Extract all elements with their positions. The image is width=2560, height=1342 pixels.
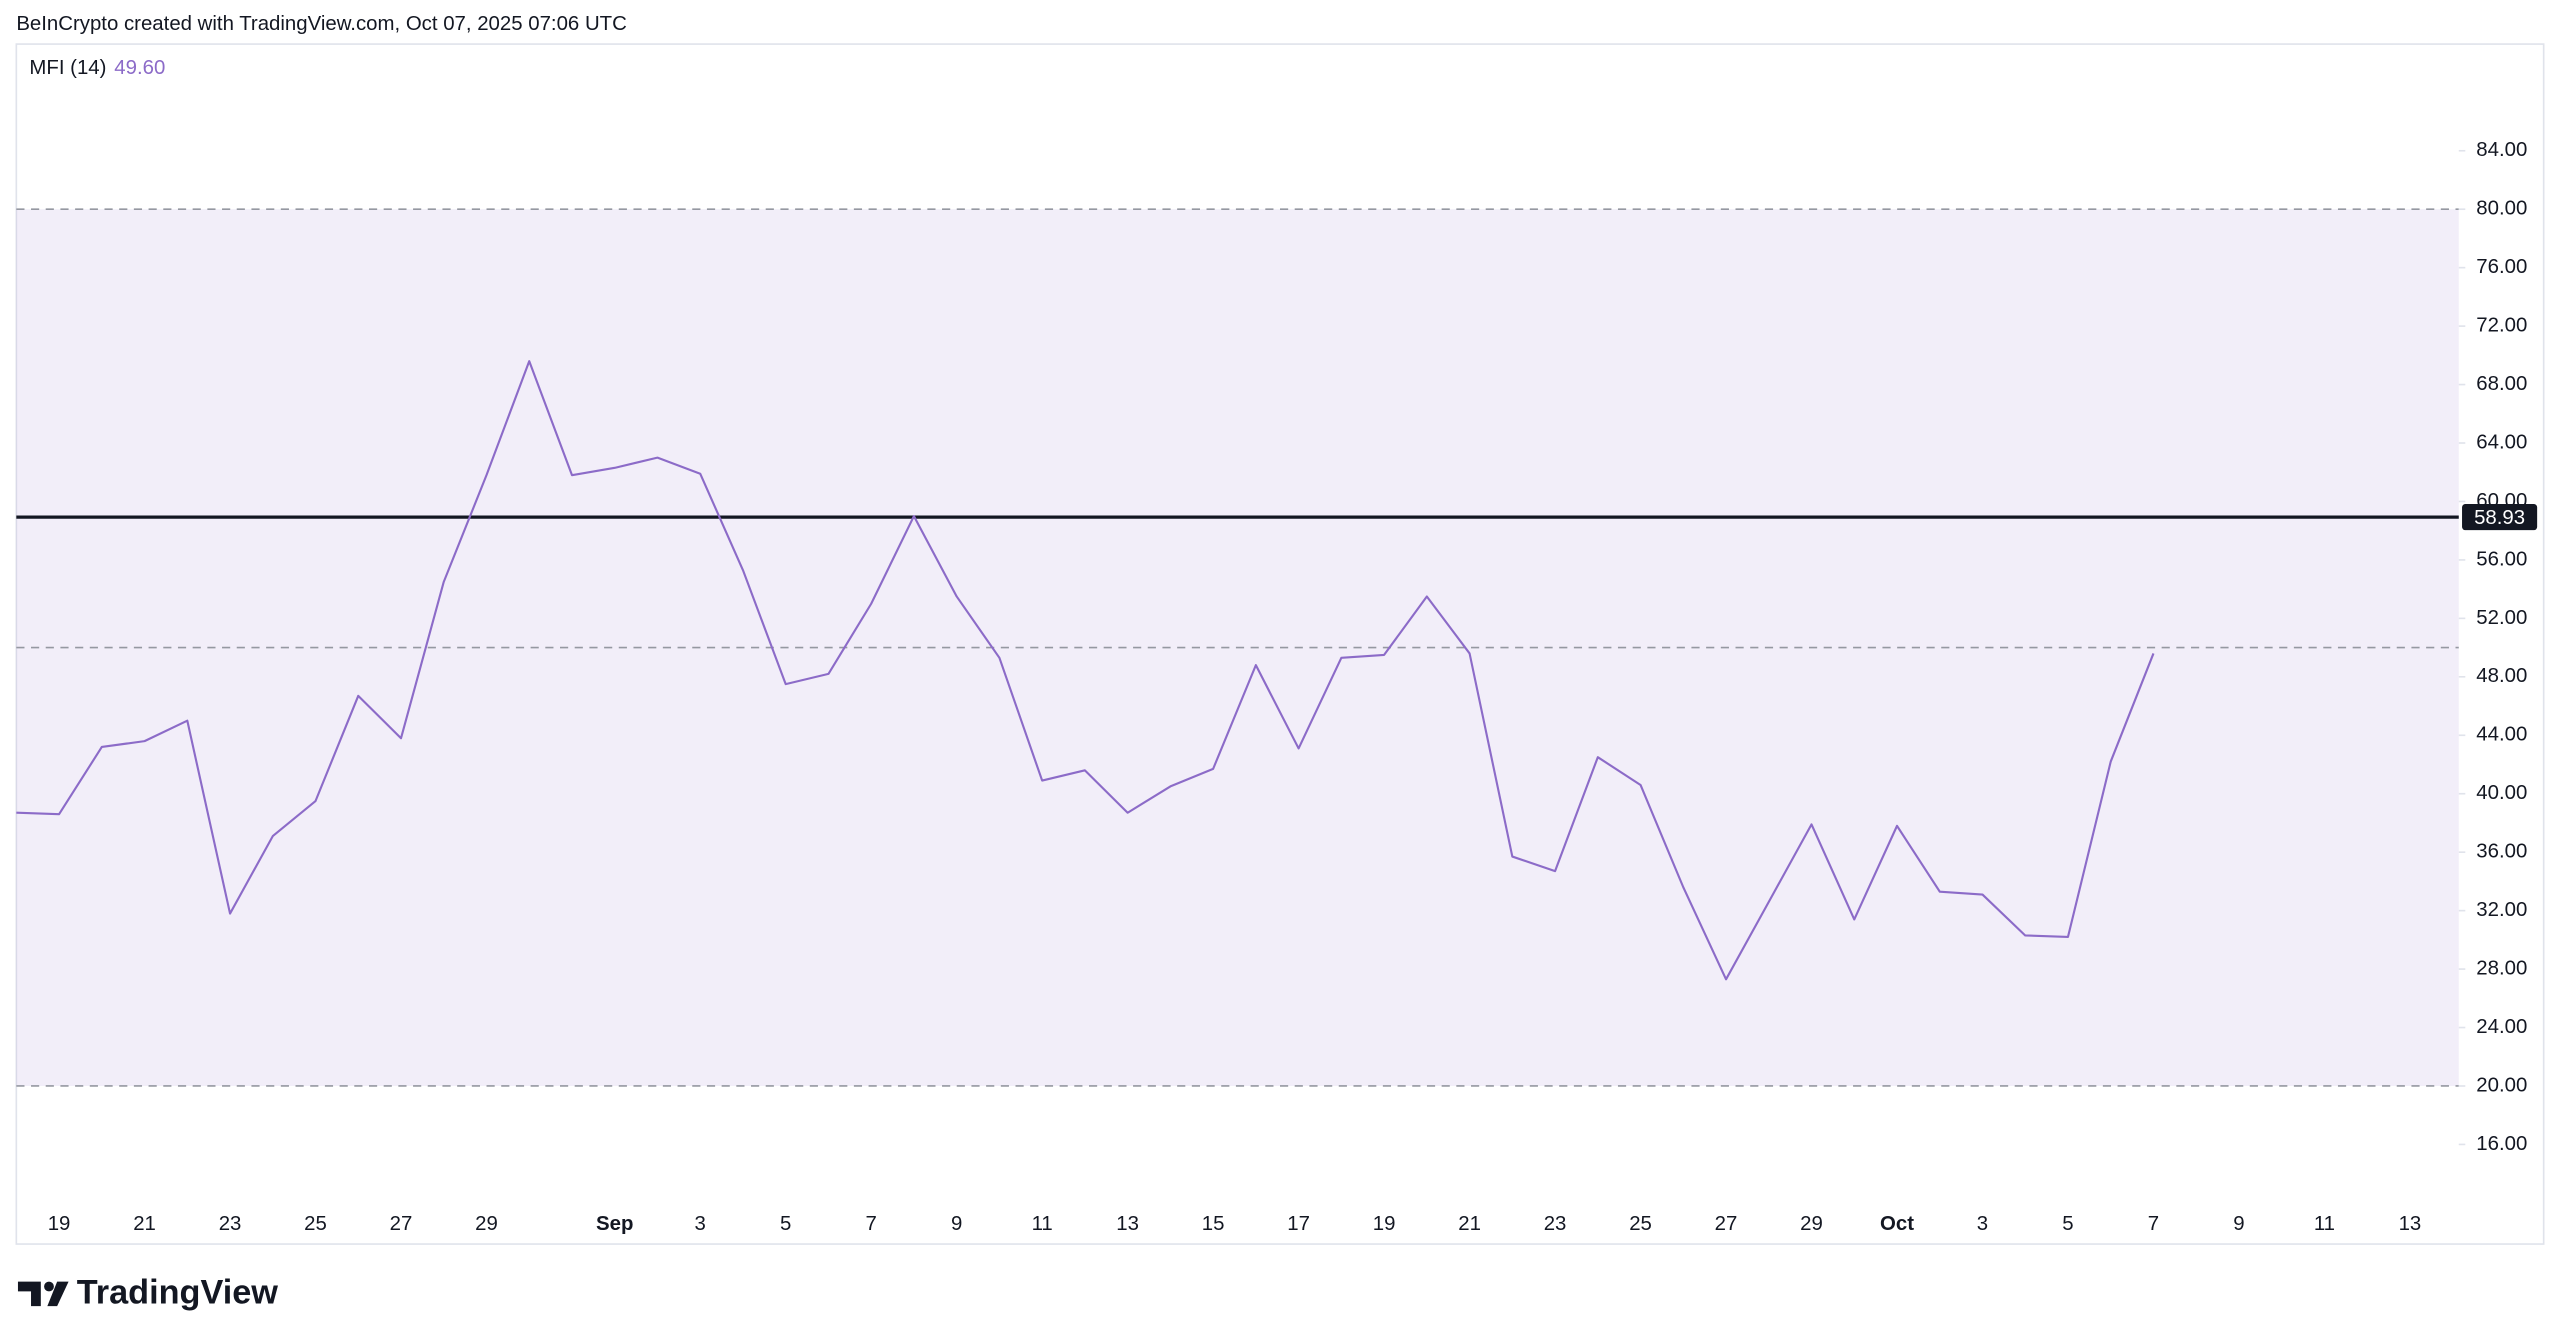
y-tick-label: 76.00 — [2476, 256, 2527, 278]
x-tick-label: 11 — [2314, 1213, 2335, 1235]
x-tick-label: Oct — [1880, 1213, 1914, 1235]
y-tick-label: 20.00 — [2476, 1074, 2527, 1096]
y-tick-label: 36.00 — [2476, 841, 2527, 863]
y-tick-label: 84.00 — [2476, 139, 2527, 161]
x-tick-label: 19 — [48, 1213, 71, 1235]
x-tick-label: 7 — [2148, 1213, 2159, 1235]
brand-name: TradingView — [77, 1274, 279, 1312]
y-tick-label: 16.00 — [2476, 1133, 2527, 1155]
x-tick-label: 13 — [1116, 1213, 1139, 1235]
x-tick-label: 27 — [390, 1213, 413, 1235]
x-tick-label: 25 — [304, 1213, 327, 1235]
x-tick-label: 21 — [1458, 1213, 1481, 1235]
y-tick-label: 40.00 — [2476, 782, 2527, 804]
price-badge — [2462, 504, 2538, 531]
x-tick-label: 19 — [1373, 1213, 1396, 1235]
x-tick-label: 17 — [1287, 1213, 1310, 1235]
x-tick-label: Sep — [596, 1213, 633, 1235]
y-tick-label: 64.00 — [2476, 431, 2527, 453]
y-tick-label: 32.00 — [2476, 899, 2527, 921]
y-tick-label: 48.00 — [2476, 665, 2527, 687]
mfi-line — [16, 360, 2155, 981]
x-tick-label: 27 — [1715, 1213, 1738, 1235]
x-tick-label: 5 — [2062, 1213, 2073, 1235]
y-tick-label: 44.00 — [2476, 724, 2527, 746]
brand-logo — [17, 1281, 69, 1307]
y-tick-label: 24.00 — [2476, 1016, 2527, 1038]
x-tick-label: 3 — [1977, 1213, 1988, 1235]
y-tick-label: 56.00 — [2476, 548, 2527, 570]
x-tick-label: 25 — [1629, 1213, 1652, 1235]
x-tick-label: 23 — [1544, 1213, 1567, 1235]
y-tick-label: 28.00 — [2476, 957, 2527, 979]
x-tick-label: 29 — [475, 1213, 498, 1235]
x-tick-label: 3 — [695, 1213, 706, 1235]
indicator-value: 49.60 — [114, 57, 165, 79]
x-tick-label: 9 — [2233, 1213, 2244, 1235]
y-tick-label: 68.00 — [2476, 373, 2527, 395]
x-tick-label: 7 — [866, 1213, 877, 1235]
x-tick-label: 29 — [1800, 1213, 1823, 1235]
x-tick-label: 5 — [780, 1213, 791, 1235]
x-tick-label: 15 — [1202, 1213, 1225, 1235]
x-tick-label: 23 — [219, 1213, 242, 1235]
header-text: BeInCrypto created with TradingView.com,… — [16, 13, 627, 35]
x-tick-label: 21 — [133, 1213, 156, 1235]
x-tick-label: 9 — [951, 1213, 962, 1235]
chart-frame — [15, 43, 2545, 1245]
price-label: 58.93 — [2474, 507, 2525, 529]
x-tick-label: 13 — [2399, 1213, 2422, 1235]
y-tick-label: 72.00 — [2476, 315, 2527, 337]
x-tick-label: 11 — [1032, 1213, 1053, 1235]
y-tick-label: 52.00 — [2476, 607, 2527, 629]
indicator-title: MFI (14) — [29, 57, 106, 79]
y-tick-label: 80.00 — [2476, 198, 2527, 220]
